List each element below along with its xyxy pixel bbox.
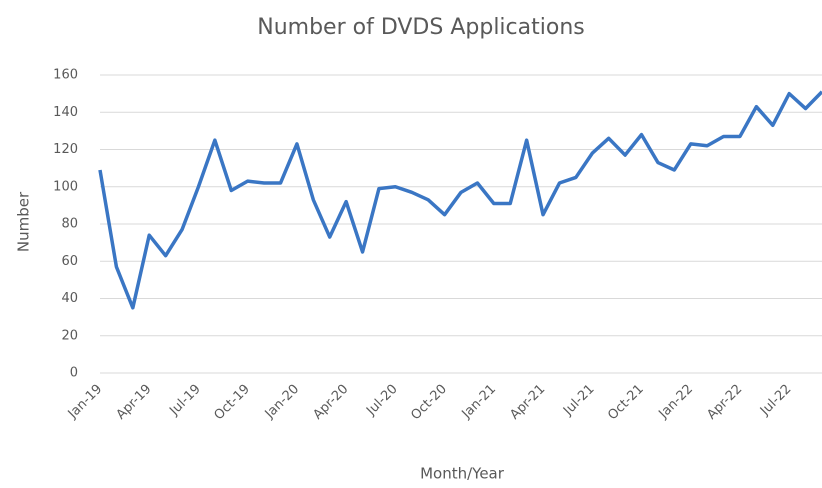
- y-tick-label: 140: [53, 105, 78, 120]
- x-tick-label: Jul-21: [560, 382, 597, 419]
- x-tick-label: Oct-20: [408, 382, 450, 424]
- x-tick-label: Jan-21: [459, 382, 500, 423]
- x-tick-label: Jul-22: [757, 382, 794, 419]
- y-tick-label: 20: [61, 328, 78, 343]
- y-tick-label: 40: [61, 291, 78, 306]
- x-tick-label: Jul-19: [166, 382, 203, 419]
- y-tick-label: 80: [61, 217, 78, 232]
- data-line: [98, 90, 822, 310]
- x-tick-label: Oct-19: [211, 382, 253, 424]
- x-tick-label: Apr-19: [114, 382, 155, 423]
- x-tick-label: Jan-22: [656, 382, 697, 423]
- x-axis-title: Month/Year: [420, 465, 505, 483]
- y-tick-label: 0: [70, 366, 78, 381]
- x-tick-label: Jan-20: [262, 382, 303, 423]
- y-tick-label: 120: [53, 142, 78, 157]
- y-tick-label: 60: [61, 254, 78, 269]
- x-tick-label: Oct-21: [605, 382, 647, 424]
- y-tick-label: 100: [53, 179, 78, 194]
- chart-title: Number of DVDS Applications: [257, 15, 584, 40]
- x-tick-label: Apr-21: [507, 382, 548, 423]
- x-tick-label: Jul-20: [363, 382, 400, 419]
- y-tick-label: 160: [53, 68, 78, 83]
- y-axis-title: Number: [15, 191, 33, 252]
- x-tick-label: Apr-22: [704, 382, 745, 423]
- x-tick-label: Apr-20: [310, 382, 351, 423]
- x-tick-label: Jan-19: [65, 382, 106, 423]
